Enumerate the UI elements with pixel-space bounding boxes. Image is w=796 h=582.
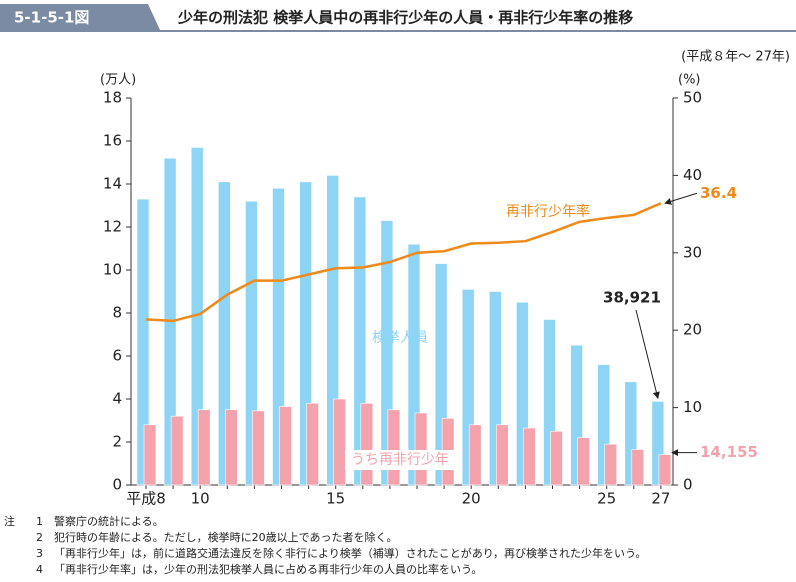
bar	[218, 181, 231, 486]
bar	[197, 409, 211, 486]
y2-tick-label: 10	[683, 398, 702, 416]
note-num: 4	[36, 563, 43, 576]
bar	[252, 410, 265, 486]
bar	[495, 424, 509, 486]
arrow	[664, 192, 698, 205]
y-tick-label: 2	[112, 433, 122, 451]
x-tick-label: 27	[651, 490, 670, 508]
y2-tick-label: 0	[683, 476, 693, 494]
bar	[279, 406, 292, 486]
y-tick-label: 0	[112, 476, 122, 494]
figure-no: 5-1-5-1図	[14, 9, 89, 27]
value-label: 38,921	[603, 289, 661, 307]
notes: 注 1 警察庁の統計による。 2 犯行時の年齢による。ただし，検挙時に20歳以上であった…	[4, 514, 646, 576]
note-text: 警察庁の統計による。	[54, 514, 164, 528]
bar	[414, 412, 428, 486]
y2-tick-label: 50	[683, 89, 702, 107]
y2-tick-label: 40	[683, 166, 702, 184]
line	[145, 202, 662, 323]
bar	[523, 427, 536, 486]
value-label: 14,155	[700, 443, 758, 461]
title: 少年の刑法犯 検挙人員中の再非行少年の人員・再非行少年率の推移	[177, 9, 633, 27]
note-text: 犯行時の年齢による。ただし，検挙時に20歳以上であった者を除く。	[54, 530, 398, 544]
bar	[550, 430, 563, 486]
y-tick-label: 14	[103, 175, 122, 193]
bar	[468, 424, 482, 486]
bar	[225, 409, 238, 486]
bar	[333, 398, 347, 486]
series-label: 再非行少年率	[506, 203, 590, 220]
bar	[136, 198, 150, 486]
x-tick-label: 平成8	[126, 490, 166, 508]
bar	[577, 437, 590, 486]
arrow	[635, 309, 660, 399]
bar	[360, 402, 374, 486]
y-tick-label: 6	[112, 347, 122, 365]
y-tick-label: 12	[103, 218, 122, 236]
x-tick-label: 15	[326, 490, 345, 508]
series-label: 検挙人員	[372, 330, 428, 346]
y-tick-label: 10	[103, 261, 122, 279]
bar	[143, 424, 157, 486]
bar	[170, 415, 184, 486]
bar	[604, 443, 618, 486]
series-label-bg	[345, 450, 455, 470]
y-tick-label: 16	[103, 132, 122, 150]
note-num: 2	[36, 531, 43, 544]
figure-badge	[0, 4, 160, 30]
y-tick-label: 18	[103, 89, 122, 107]
y2-tick-label: 30	[683, 243, 702, 261]
note-num: 1	[36, 515, 43, 528]
series-label: うち再非行少年	[351, 452, 449, 468]
y-axis-label: (万人)	[100, 73, 136, 88]
subtitle: (平成８年～ 27年)	[681, 50, 790, 65]
note-num: 3	[36, 547, 43, 560]
bar	[631, 449, 645, 486]
y2-axis-label: (%)	[678, 73, 701, 88]
bar	[306, 402, 319, 486]
note-text: 「再非行少年」は，前に道路交通法違反を除く非行により検挙（補導）されたことがあり…	[54, 546, 646, 560]
note-label: 注	[4, 514, 15, 528]
x-tick-label: 20	[462, 490, 481, 508]
y-tick-label: 4	[112, 390, 122, 408]
note-text: 「再非行少年率」は，少年の刑法犯検挙人員に占める再非行少年の人員の比率をいう。	[54, 562, 482, 576]
y-tick-label: 8	[112, 304, 122, 322]
value-label: 36.4	[700, 184, 737, 202]
bar	[387, 409, 401, 486]
x-tick-label: 25	[597, 490, 616, 508]
x-tick-label: 10	[191, 490, 210, 508]
y2-tick-label: 20	[683, 321, 702, 339]
bar	[658, 454, 672, 486]
